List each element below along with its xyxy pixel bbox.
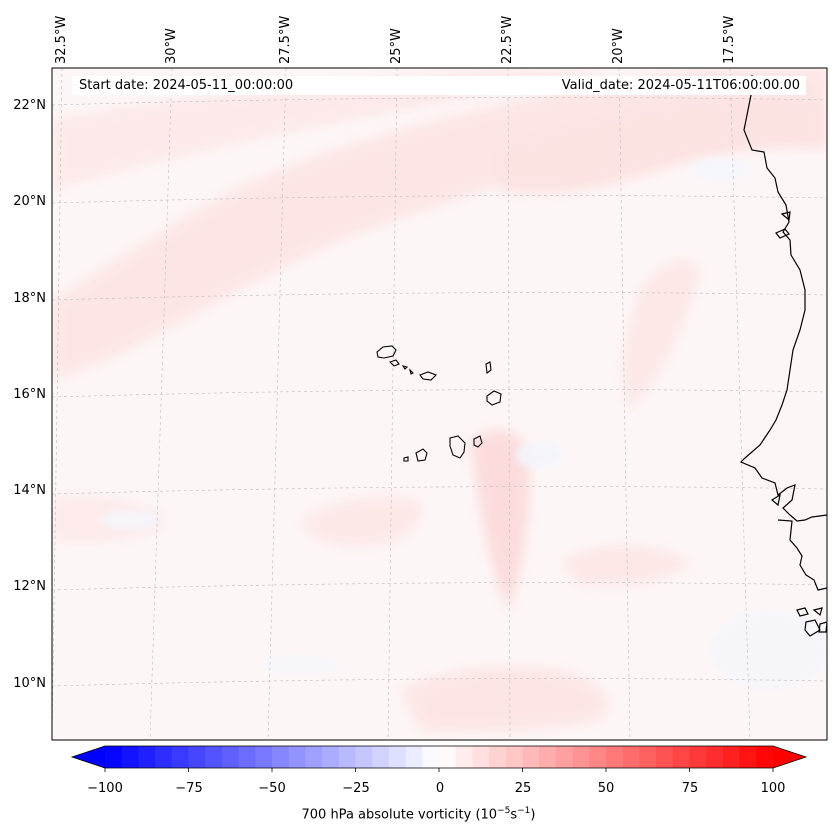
lat-label-16n: 16°N bbox=[13, 387, 46, 402]
colorbar-tick-label: 0 bbox=[435, 781, 445, 796]
africa-coastline bbox=[739, 74, 827, 637]
colorbar-tick-label: 75 bbox=[681, 781, 699, 796]
lon-label-25w: 25°W bbox=[389, 28, 404, 64]
colorbar-segment bbox=[639, 746, 657, 768]
colorbar-segment bbox=[472, 746, 490, 768]
lon-label-32.5w: 32.5°W bbox=[54, 15, 69, 64]
colorbar-segment bbox=[505, 746, 523, 768]
lat-label-10n: 10°N bbox=[13, 676, 46, 691]
lon-label-30w: 30°W bbox=[164, 28, 179, 64]
colorbar-segment bbox=[572, 746, 590, 768]
map-frame bbox=[51, 67, 828, 741]
colorbar-segment bbox=[756, 746, 774, 768]
colorbar-segment bbox=[171, 746, 189, 768]
colorbar-segment bbox=[138, 746, 156, 768]
valid-date-label: Valid_date: 2024-05-11T06:00:00.00 bbox=[561, 78, 800, 93]
colorbar-tick-label: 100 bbox=[760, 781, 786, 796]
colorbar-segment bbox=[606, 746, 624, 768]
colorbar-tick-label: −25 bbox=[342, 781, 370, 796]
colorbar-segment bbox=[439, 746, 457, 768]
colorbar-segment bbox=[422, 746, 440, 768]
colorbar-segment bbox=[622, 746, 640, 768]
colorbar-extend-high bbox=[773, 746, 806, 768]
colorbar-segment bbox=[288, 746, 306, 768]
lat-label-18n: 18°N bbox=[13, 291, 46, 306]
lon-label-22.5w: 22.5°W bbox=[500, 15, 515, 64]
colorbar-title-close: ) bbox=[530, 807, 536, 823]
lon-label-17.5w: 17.5°W bbox=[722, 15, 737, 64]
colorbar-tick-label: −50 bbox=[258, 781, 286, 796]
colorbar bbox=[70, 745, 808, 772]
colorbar-title-unit: s bbox=[510, 807, 518, 823]
colorbar-segment bbox=[722, 746, 741, 768]
colorbar-extend-low bbox=[72, 746, 105, 768]
colorbar-tick-label: 25 bbox=[514, 781, 532, 796]
colorbar-segment bbox=[455, 746, 473, 768]
colorbar-segment bbox=[372, 746, 390, 768]
lat-label-22n: 22°N bbox=[13, 98, 46, 113]
colorbar-segment bbox=[388, 746, 407, 768]
colorbar-segment bbox=[689, 746, 707, 768]
colorbar-segment bbox=[121, 746, 139, 768]
lat-label-12n: 12°N bbox=[13, 579, 46, 594]
colorbar-segment bbox=[322, 746, 340, 768]
colorbar-segment bbox=[188, 746, 206, 768]
colorbar-segment bbox=[589, 746, 607, 768]
colorbar-segment bbox=[272, 746, 290, 768]
colorbar-segment bbox=[656, 746, 674, 768]
colorbar-title-unit-exp: −1 bbox=[517, 806, 531, 816]
colorbar-tick-label: −75 bbox=[175, 781, 203, 796]
colorbar-segment bbox=[338, 746, 356, 768]
colorbar-title: 700 hPa absolute vorticity (10−5s−1) bbox=[0, 806, 837, 822]
vorticity-field bbox=[52, 68, 827, 740]
lat-label-14n: 14°N bbox=[13, 483, 46, 498]
colorbar-segment bbox=[706, 746, 724, 768]
colorbar-title-exp: −5 bbox=[497, 806, 511, 816]
colorbar-segment bbox=[305, 746, 323, 768]
colorbar-segment bbox=[255, 746, 273, 768]
colorbar-segment bbox=[405, 746, 423, 768]
start-date-label: Start date: 2024-05-11_00:00:00 bbox=[79, 78, 294, 93]
lon-label-20w: 20°W bbox=[611, 28, 626, 64]
lon-label-27.5w: 27.5°W bbox=[278, 15, 293, 64]
colorbar-segment bbox=[539, 746, 557, 768]
graticule bbox=[52, 68, 827, 740]
colorbar-segment bbox=[238, 746, 256, 768]
colorbar-segment bbox=[155, 746, 173, 768]
colorbar-segment bbox=[522, 746, 540, 768]
colorbar-segment bbox=[205, 746, 223, 768]
colorbar-segment bbox=[739, 746, 757, 768]
colorbar-segment bbox=[489, 746, 507, 768]
cape-verde-islands bbox=[376, 345, 502, 462]
lat-label-20n: 20°N bbox=[13, 194, 46, 209]
colorbar-segment bbox=[355, 746, 373, 768]
colorbar-segment bbox=[672, 746, 690, 768]
colorbar-segment bbox=[555, 746, 574, 768]
colorbar-segment bbox=[105, 746, 123, 768]
date-banner bbox=[72, 76, 806, 95]
colorbar-tick-label: 50 bbox=[597, 781, 615, 796]
colorbar-segment bbox=[221, 746, 240, 768]
colorbar-tick-label: −100 bbox=[87, 781, 123, 796]
colorbar-title-text: 700 hPa absolute vorticity (10 bbox=[301, 807, 498, 823]
